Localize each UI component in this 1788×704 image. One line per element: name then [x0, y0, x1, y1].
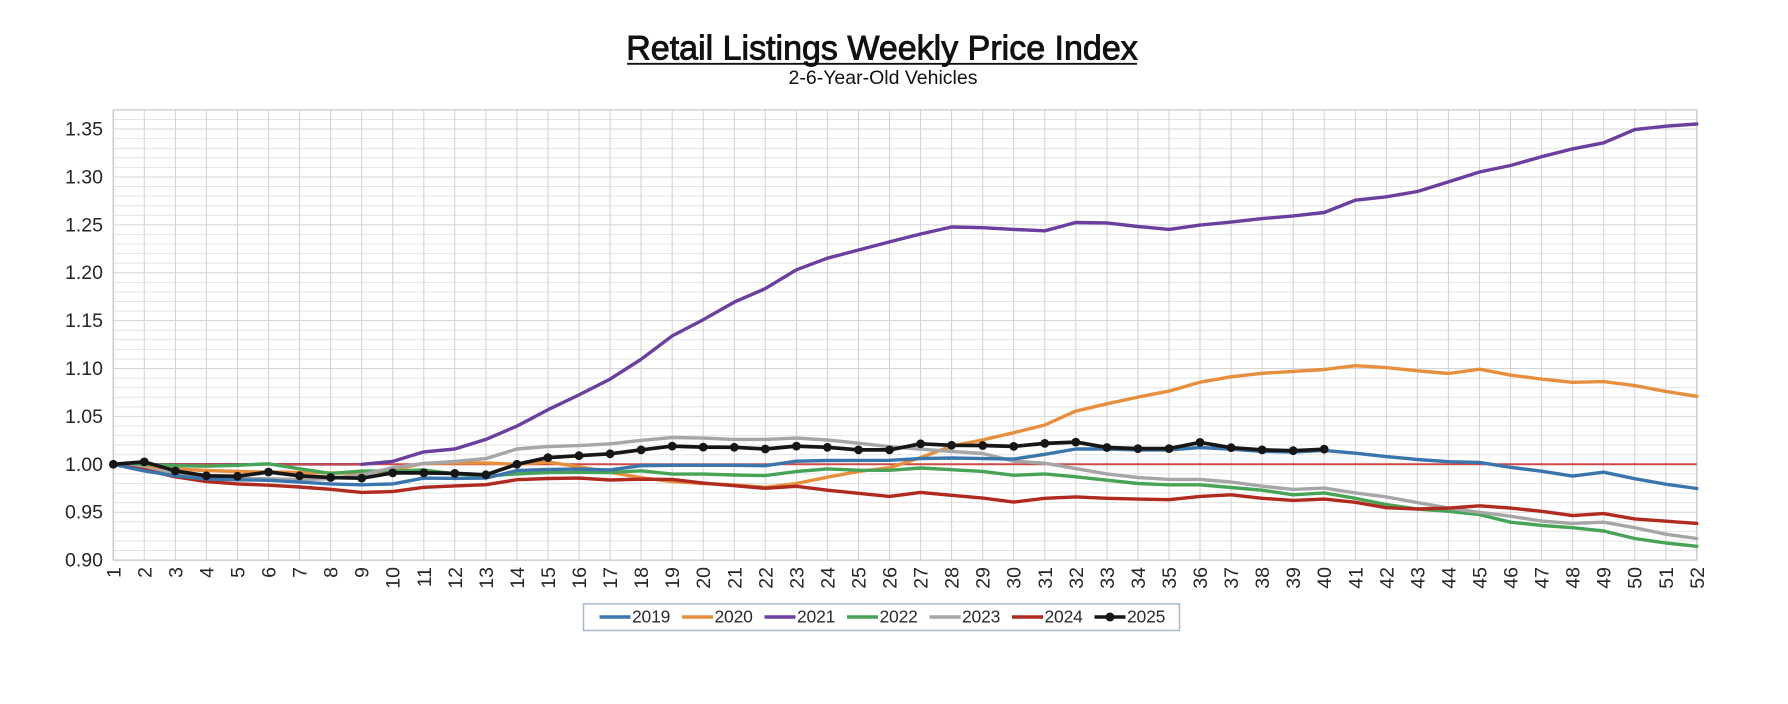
- svg-text:49: 49: [1594, 567, 1616, 589]
- svg-text:18: 18: [631, 567, 653, 589]
- svg-text:43: 43: [1407, 567, 1429, 589]
- svg-text:2020: 2020: [715, 606, 754, 626]
- svg-text:1.15: 1.15: [65, 310, 103, 332]
- svg-text:31: 31: [1035, 567, 1057, 589]
- svg-text:15: 15: [538, 567, 560, 589]
- svg-text:37: 37: [1221, 567, 1243, 589]
- svg-text:34: 34: [1128, 567, 1150, 589]
- svg-text:1.35: 1.35: [65, 119, 103, 141]
- svg-text:2021: 2021: [797, 606, 835, 626]
- svg-text:1.10: 1.10: [65, 358, 103, 380]
- svg-text:44: 44: [1438, 567, 1460, 589]
- svg-text:2024: 2024: [1045, 606, 1084, 626]
- svg-text:2019: 2019: [632, 606, 670, 626]
- svg-text:7: 7: [290, 567, 312, 578]
- svg-text:51: 51: [1656, 567, 1678, 589]
- svg-text:2025: 2025: [1127, 606, 1165, 626]
- svg-text:40: 40: [1314, 567, 1336, 589]
- svg-text:30: 30: [1004, 567, 1026, 589]
- svg-text:2: 2: [134, 567, 156, 578]
- svg-text:23: 23: [786, 567, 808, 589]
- svg-text:6: 6: [259, 567, 281, 578]
- svg-text:24: 24: [817, 567, 839, 589]
- svg-text:22: 22: [755, 567, 777, 589]
- svg-text:20: 20: [693, 567, 715, 589]
- svg-text:35: 35: [1159, 567, 1181, 589]
- svg-text:0.90: 0.90: [65, 550, 103, 572]
- svg-text:27: 27: [911, 567, 933, 589]
- svg-text:1.05: 1.05: [65, 406, 103, 428]
- svg-text:52: 52: [1687, 567, 1709, 589]
- svg-text:1.20: 1.20: [65, 262, 103, 284]
- svg-text:48: 48: [1563, 567, 1585, 589]
- svg-text:38: 38: [1252, 567, 1274, 589]
- svg-text:42: 42: [1376, 567, 1398, 589]
- svg-text:1: 1: [103, 567, 125, 578]
- svg-text:21: 21: [724, 567, 746, 589]
- svg-text:1.25: 1.25: [65, 214, 103, 236]
- svg-text:36: 36: [1190, 567, 1212, 589]
- svg-text:41: 41: [1345, 567, 1367, 589]
- svg-text:28: 28: [942, 567, 964, 589]
- svg-text:1.30: 1.30: [65, 167, 103, 189]
- svg-text:32: 32: [1066, 567, 1088, 589]
- svg-text:19: 19: [662, 567, 684, 589]
- svg-text:45: 45: [1470, 567, 1492, 589]
- svg-text:0.95: 0.95: [65, 502, 103, 524]
- svg-text:2022: 2022: [880, 606, 918, 626]
- svg-text:2-6-Year-Old Vehicles: 2-6-Year-Old Vehicles: [789, 67, 978, 89]
- svg-text:26: 26: [880, 567, 902, 589]
- svg-text:9: 9: [352, 567, 374, 578]
- svg-text:16: 16: [569, 567, 591, 589]
- svg-text:29: 29: [973, 567, 995, 589]
- svg-text:1.00: 1.00: [65, 454, 103, 476]
- svg-text:5: 5: [228, 567, 250, 578]
- svg-text:12: 12: [445, 567, 467, 589]
- svg-text:3: 3: [165, 567, 187, 578]
- svg-text:8: 8: [321, 567, 343, 578]
- svg-text:50: 50: [1625, 567, 1647, 589]
- svg-text:25: 25: [849, 567, 871, 589]
- svg-text:13: 13: [476, 567, 498, 589]
- svg-text:39: 39: [1283, 567, 1305, 589]
- svg-text:46: 46: [1501, 567, 1523, 589]
- svg-text:4: 4: [196, 567, 218, 578]
- svg-text:14: 14: [507, 567, 529, 589]
- svg-text:17: 17: [600, 567, 622, 589]
- svg-text:47: 47: [1532, 567, 1554, 589]
- svg-text:2023: 2023: [962, 606, 1000, 626]
- svg-text:33: 33: [1097, 567, 1119, 589]
- svg-text:Retail Listings Weekly Price I: Retail Listings Weekly Price Index: [626, 30, 1137, 68]
- svg-text:11: 11: [414, 567, 436, 587]
- svg-text:10: 10: [383, 567, 405, 589]
